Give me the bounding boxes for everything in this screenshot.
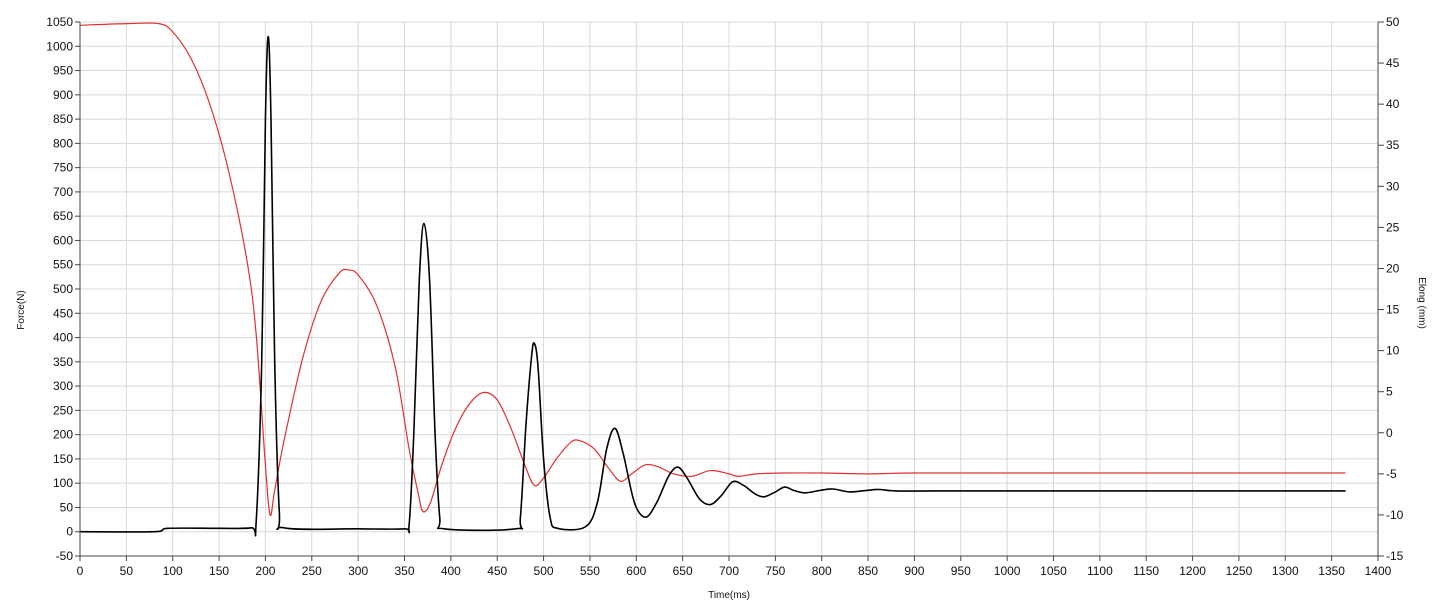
- y2-tick-label: 25: [1386, 220, 1400, 234]
- x-tick-label: 600: [626, 564, 646, 578]
- y-tick-label: 500: [53, 282, 73, 296]
- y2-tick-label: 30: [1386, 179, 1400, 193]
- x-tick-label: 1050: [1040, 564, 1067, 578]
- y-tick-label: 250: [53, 403, 73, 417]
- y-tick-label: -50: [56, 549, 74, 563]
- x-tick-label: 850: [858, 564, 878, 578]
- y-tick-label: 450: [53, 306, 73, 320]
- y-tick-label: 700: [53, 185, 73, 199]
- x-tick-label: 950: [951, 564, 971, 578]
- y-tick-label: 300: [53, 379, 73, 393]
- y-tick-label: 150: [53, 452, 73, 466]
- x-tick-label: 0: [77, 564, 84, 578]
- y2-axis-title: Elong (mm): [1416, 277, 1427, 329]
- x-tick-label: 300: [348, 564, 368, 578]
- x-tick-label: 1300: [1272, 564, 1299, 578]
- force-series-line: [79, 35, 1346, 537]
- x-tick-label: 1350: [1318, 564, 1345, 578]
- y2-tick-label: 0: [1386, 426, 1393, 440]
- x-tick-label: 1400: [1365, 564, 1392, 578]
- x-tick-label: 250: [302, 564, 322, 578]
- y-tick-label: 0: [66, 525, 73, 539]
- y-axis-left: -50 0 50 100 150 200 250 300 350 400 450 500 550 600 6…: [46, 15, 81, 563]
- y2-tick-label: 15: [1386, 303, 1400, 317]
- y-tick-label: 1000: [46, 39, 73, 53]
- x-tick-label: 1100: [1087, 564, 1113, 578]
- x-tick-label: 650: [673, 564, 693, 578]
- y-tick-label: 50: [60, 500, 74, 514]
- y2-tick-label: -5: [1386, 467, 1397, 481]
- elongation-series-line: [79, 22, 1346, 517]
- y2-tick-label: -10: [1386, 508, 1404, 522]
- x-tick-label: 800: [812, 564, 832, 578]
- x-tick-label: 550: [580, 564, 600, 578]
- x-tick-label: 1150: [1133, 564, 1159, 578]
- y-axis-title: Force(N): [16, 290, 27, 329]
- y2-tick-label: 35: [1386, 138, 1400, 152]
- x-tick-label: 50: [120, 564, 134, 578]
- y2-tick-label: 5: [1386, 385, 1393, 399]
- y-tick-label: 200: [53, 428, 73, 442]
- y-tick-label: 350: [53, 355, 73, 369]
- x-tick-label: 100: [163, 564, 183, 578]
- y2-tick-label: -15: [1386, 549, 1404, 563]
- x-tick-label: 500: [534, 564, 554, 578]
- y-tick-label: 850: [53, 112, 73, 126]
- y-tick-label: 800: [53, 136, 73, 150]
- series-layer: [79, 22, 1346, 537]
- y-tick-label: 900: [53, 88, 73, 102]
- x-tick-label: 450: [487, 564, 507, 578]
- y-tick-label: 950: [53, 64, 73, 78]
- y-tick-label: 400: [53, 331, 73, 345]
- x-tick-label: 150: [209, 564, 229, 578]
- y-tick-label: 550: [53, 258, 73, 272]
- x-tick-label: 400: [441, 564, 461, 578]
- x-tick-label: 750: [765, 564, 785, 578]
- x-tick-label: 700: [719, 564, 739, 578]
- x-tick-label: 350: [394, 564, 414, 578]
- x-axis: 0 50 100 150 200 250 300 350 400 450 500 550 600 650 7…: [77, 555, 1392, 578]
- y2-tick-label: 50: [1386, 15, 1400, 29]
- y-axis-right: -15 -10 -5 0 5 10 15 20 25 30 35 40 45 50: [1377, 15, 1404, 563]
- x-tick-label: 200: [255, 564, 275, 578]
- y-tick-label: 600: [53, 233, 73, 247]
- y-tick-label: 1050: [46, 15, 73, 29]
- x-tick-label: 1250: [1226, 564, 1253, 578]
- y2-tick-label: 45: [1386, 56, 1400, 70]
- y2-tick-label: 10: [1386, 344, 1400, 358]
- x-tick-label: 1000: [994, 564, 1021, 578]
- y2-tick-label: 40: [1386, 97, 1400, 111]
- x-tick-label: 900: [904, 564, 924, 578]
- y-tick-label: 650: [53, 209, 73, 223]
- y-tick-label: 750: [53, 161, 73, 175]
- x-tick-label: 1200: [1179, 564, 1206, 578]
- x-axis-title: Time(ms): [708, 590, 750, 601]
- y2-tick-label: 20: [1386, 261, 1400, 275]
- y-tick-label: 100: [53, 476, 73, 490]
